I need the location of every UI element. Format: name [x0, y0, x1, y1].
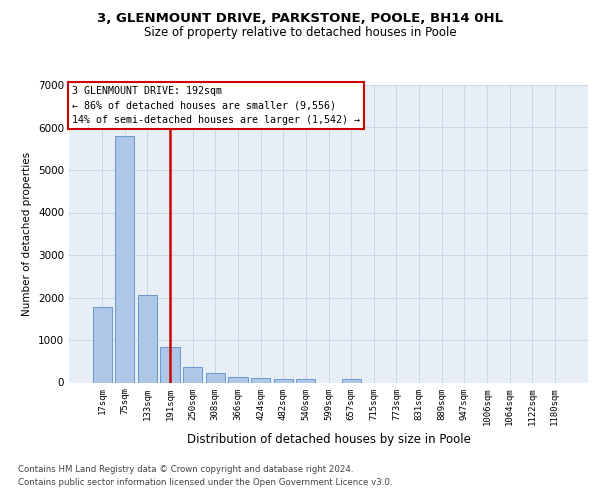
Text: Contains public sector information licensed under the Open Government Licence v3: Contains public sector information licen… — [18, 478, 392, 487]
Text: Distribution of detached houses by size in Poole: Distribution of detached houses by size … — [187, 432, 471, 446]
Bar — [251, 378, 270, 382]
Bar — [160, 347, 180, 382]
Bar — [341, 379, 361, 382]
Bar — [229, 377, 248, 382]
Text: 3, GLENMOUNT DRIVE, PARKSTONE, POOLE, BH14 0HL: 3, GLENMOUNT DRIVE, PARKSTONE, POOLE, BH… — [97, 12, 503, 26]
Bar — [138, 295, 157, 382]
Bar — [115, 136, 134, 382]
Bar — [274, 378, 293, 382]
Bar — [183, 367, 202, 382]
Bar — [296, 380, 316, 382]
Bar — [92, 307, 112, 382]
Text: Contains HM Land Registry data © Crown copyright and database right 2024.: Contains HM Land Registry data © Crown c… — [18, 466, 353, 474]
Text: Size of property relative to detached houses in Poole: Size of property relative to detached ho… — [143, 26, 457, 39]
Y-axis label: Number of detached properties: Number of detached properties — [22, 152, 32, 316]
Bar — [206, 372, 225, 382]
Text: 3 GLENMOUNT DRIVE: 192sqm
← 86% of detached houses are smaller (9,556)
14% of se: 3 GLENMOUNT DRIVE: 192sqm ← 86% of detac… — [71, 86, 359, 126]
